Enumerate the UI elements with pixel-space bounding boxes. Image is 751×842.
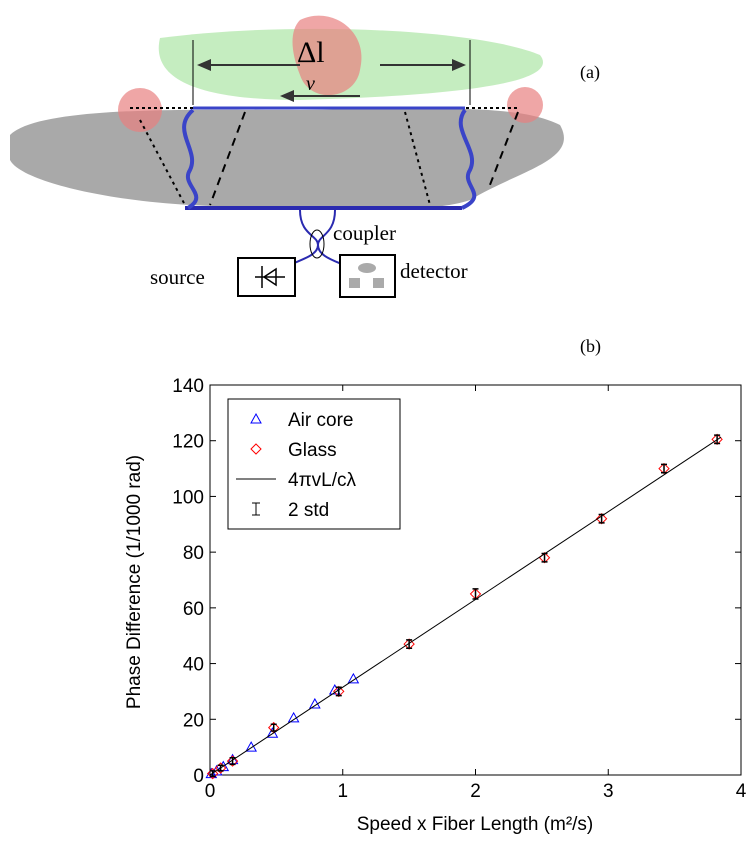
x-tick-label: 3 — [603, 781, 614, 802]
detector-box — [340, 255, 395, 297]
x-axis-label: Speed x Fiber Length (m²/s) — [357, 814, 594, 835]
x-tick-label: 4 — [736, 781, 747, 802]
y-tick-label: 60 — [183, 599, 204, 620]
y-tick-label: 120 — [172, 432, 204, 453]
grey-shading — [10, 109, 564, 210]
panel-label: (b) — [580, 336, 601, 357]
figure: Δl v (a) coupler source detector (b) Spe… — [0, 0, 751, 842]
y-tick-label: 140 — [172, 376, 204, 397]
pink-marker — [118, 88, 162, 132]
source-label: source — [150, 265, 205, 289]
legend-label: Glass — [288, 440, 337, 461]
y-axis-label: Phase Difference (1/1000 rad) — [124, 455, 145, 709]
speed-label: v — [306, 73, 315, 95]
pink-marker — [507, 87, 543, 123]
detector-icon — [358, 263, 376, 273]
detector-label: detector — [400, 259, 468, 283]
chart: (b) Speed x Fiber Length (m²/s) Phase Di… — [124, 336, 747, 835]
panel-label: (a) — [580, 62, 600, 83]
y-tick-label: 40 — [183, 655, 204, 676]
delta-label: Δl — [297, 36, 325, 69]
y-tick-label: 80 — [183, 543, 204, 564]
x-tick-label: 2 — [470, 781, 481, 802]
diagram: Δl v (a) coupler source detector — [10, 16, 600, 297]
legend-label: 4πvL/cλ — [288, 470, 357, 491]
x-tick-label: 0 — [205, 781, 216, 802]
y-tick-label: 20 — [183, 710, 204, 731]
detector-icon — [349, 278, 360, 288]
legend-label: 2 std — [288, 500, 329, 521]
x-tick-label: 1 — [337, 781, 348, 802]
coupler-label: coupler — [333, 221, 396, 245]
y-tick-label: 0 — [193, 766, 204, 787]
legend-label: Air core — [288, 410, 353, 431]
y-tick-label: 100 — [172, 487, 204, 508]
detector-icon — [373, 278, 384, 288]
